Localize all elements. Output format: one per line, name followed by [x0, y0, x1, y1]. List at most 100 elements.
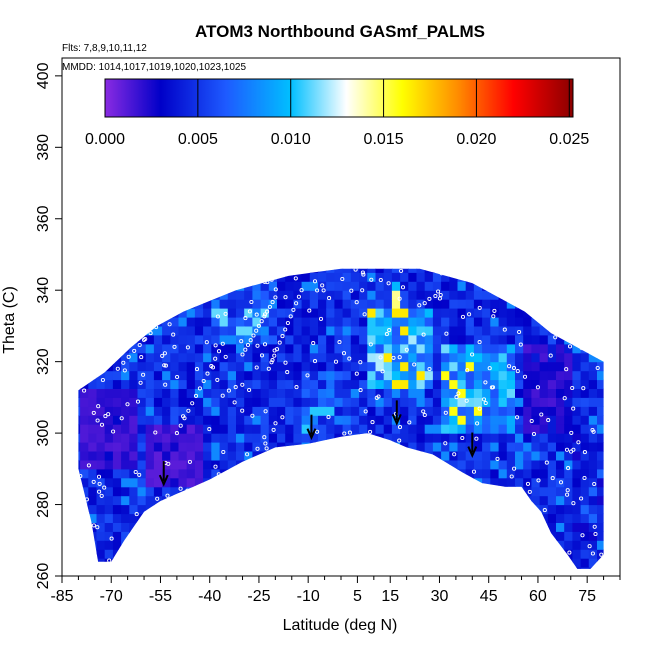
heatmap-cell — [277, 370, 286, 381]
sample-point — [163, 382, 168, 387]
sample-point — [96, 474, 102, 479]
heatmap-cell — [277, 406, 286, 416]
heatmap-cell — [194, 468, 204, 479]
heatmap-cell — [580, 388, 590, 398]
heatmap-cell — [572, 504, 582, 515]
heatmap-cell — [318, 361, 327, 372]
heatmap-cell — [104, 486, 114, 497]
x-axis: -85 -70 -55 -40 -25 -10 5 15 30 45 60 75 — [50, 576, 621, 605]
heatmap-cell — [129, 424, 139, 434]
heatmap-cell — [482, 290, 491, 300]
heatmap-cell — [523, 433, 532, 443]
sample-point — [340, 276, 345, 282]
heatmap-cell — [539, 486, 549, 497]
sample-point — [307, 308, 312, 313]
heatmap-cell — [301, 415, 311, 425]
heatmap-cell — [359, 281, 368, 291]
heatmap-cell — [342, 424, 352, 434]
heatmap-cell — [523, 325, 532, 336]
sample-point — [443, 441, 448, 446]
heatmap-cell — [359, 370, 368, 381]
heatmap-cell — [375, 370, 385, 381]
heatmap-cell — [236, 424, 245, 434]
heatmap-cell — [334, 290, 344, 300]
heatmap-cell — [506, 352, 516, 363]
x-tick-label: 45 — [480, 588, 498, 605]
heatmap-cell — [244, 290, 253, 300]
heatmap-cell — [318, 317, 327, 327]
heatmap-cell — [367, 370, 377, 381]
heatmap-cell — [194, 415, 204, 425]
sample-point — [522, 374, 528, 379]
heatmap-cell — [367, 424, 377, 434]
heatmap-cell — [268, 415, 278, 425]
heatmap-cell — [498, 379, 508, 389]
heatmap-cell — [490, 477, 500, 488]
heatmap-cell — [597, 477, 604, 488]
heatmap-cell — [137, 442, 147, 452]
heatmap-cell — [334, 370, 344, 381]
heatmap-cell — [88, 442, 98, 452]
sample-point — [587, 544, 592, 549]
sample-point — [259, 353, 265, 358]
heatmap-cell — [145, 424, 155, 434]
heatmap-cell — [588, 433, 598, 443]
heatmap-cell — [260, 343, 270, 354]
heatmap-cell — [473, 442, 483, 452]
heatmap-cell — [203, 308, 212, 318]
heatmap-cell — [432, 361, 442, 372]
heatmap-cell — [588, 468, 598, 479]
sample-point — [454, 395, 459, 400]
heatmap-cell — [572, 361, 582, 372]
sample-point — [391, 355, 396, 360]
heatmap-cell — [104, 379, 114, 389]
heatmap-cell — [318, 272, 327, 282]
heatmap-cell — [490, 397, 500, 407]
heatmap-cell — [318, 343, 327, 354]
heatmap-cell — [260, 397, 270, 407]
heatmap-cell — [236, 317, 245, 327]
heatmap-cell — [580, 442, 590, 452]
heatmap-cell — [211, 406, 221, 416]
sample-point — [171, 332, 176, 337]
heatmap-cell — [137, 468, 147, 479]
heatmap-cell — [112, 540, 122, 550]
heatmap-cell — [457, 352, 467, 363]
heatmap-cell — [112, 468, 122, 479]
heatmap-cell — [252, 290, 262, 300]
heatmap-cell — [301, 299, 311, 309]
heatmap-cell — [580, 451, 590, 461]
heatmap-cell — [252, 325, 262, 336]
sample-point — [172, 344, 177, 349]
heatmap-cell — [96, 370, 106, 381]
heatmap-cell — [465, 397, 475, 407]
sample-point — [111, 429, 116, 434]
heatmap-cell — [88, 459, 98, 470]
sample-point — [178, 423, 183, 428]
heatmap-cell — [416, 415, 426, 425]
heatmap-cell — [473, 459, 483, 470]
heatmap-cell — [523, 451, 532, 461]
heatmap-cell — [498, 433, 508, 443]
heatmap-cell — [400, 388, 409, 398]
y-tick-label: 300 — [35, 420, 52, 447]
heatmap-cell — [153, 406, 163, 416]
sample-point — [354, 371, 359, 376]
heatmap-cell — [457, 308, 467, 318]
heatmap-cell — [572, 459, 582, 470]
heatmap-cell — [219, 388, 229, 398]
heatmap-cell — [178, 308, 188, 318]
heatmap-cell — [145, 334, 155, 345]
heatmap-cell — [227, 361, 237, 372]
heatmap-cell — [80, 406, 89, 416]
heatmap-cell — [186, 325, 196, 336]
heatmap-cell — [318, 290, 327, 300]
heatmap-cell — [318, 308, 327, 318]
heatmap-cell — [301, 308, 311, 318]
heatmap-cell — [268, 406, 278, 416]
heatmap-cell — [194, 370, 204, 381]
heatmap-cell — [457, 299, 467, 309]
heatmap-cell — [112, 379, 122, 389]
sample-point — [397, 296, 402, 301]
heatmap-cell — [539, 451, 549, 461]
